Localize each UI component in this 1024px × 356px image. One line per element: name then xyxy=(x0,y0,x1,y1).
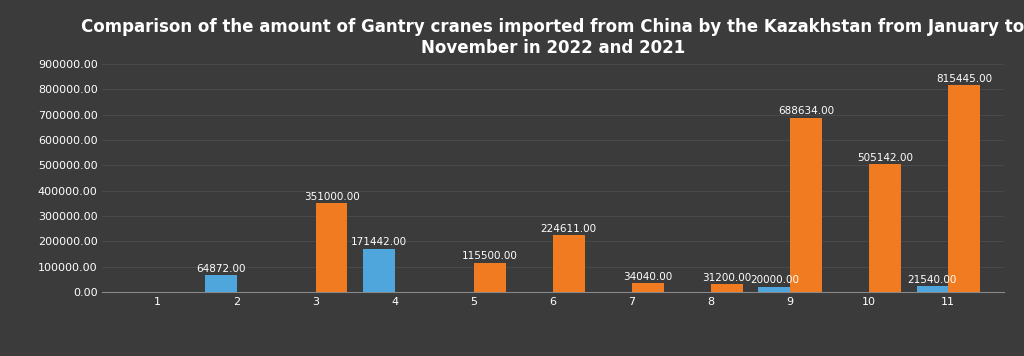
Bar xyxy=(364,248,395,292)
Text: 351000.00: 351000.00 xyxy=(304,192,359,201)
Text: 688634.00: 688634.00 xyxy=(778,106,834,116)
Text: 505142.00: 505142.00 xyxy=(857,152,913,163)
Bar xyxy=(315,203,347,292)
Text: 115500.00: 115500.00 xyxy=(462,251,518,261)
Text: 34040.00: 34040.00 xyxy=(624,272,673,282)
Text: 171442.00: 171442.00 xyxy=(351,237,408,247)
Bar xyxy=(711,284,742,292)
Text: 64872.00: 64872.00 xyxy=(197,264,246,274)
Bar xyxy=(791,117,821,292)
Text: 31200.00: 31200.00 xyxy=(702,272,752,283)
Text: 815445.00: 815445.00 xyxy=(936,74,992,84)
Legend: 2021年, 2022年: 2021年, 2022年 xyxy=(485,354,621,356)
Title: Comparison of the amount of Gantry cranes imported from China by the Kazakhstan : Comparison of the amount of Gantry crane… xyxy=(81,18,1024,57)
Bar xyxy=(948,85,980,292)
Text: 21540.00: 21540.00 xyxy=(907,275,957,285)
Bar xyxy=(916,287,948,292)
Text: 224611.00: 224611.00 xyxy=(541,224,597,234)
Bar xyxy=(759,287,791,292)
Bar xyxy=(474,263,506,292)
Bar xyxy=(205,276,237,292)
Bar xyxy=(869,164,901,292)
Bar xyxy=(632,283,664,292)
Bar xyxy=(553,235,585,292)
Text: 20000.00: 20000.00 xyxy=(750,275,799,286)
